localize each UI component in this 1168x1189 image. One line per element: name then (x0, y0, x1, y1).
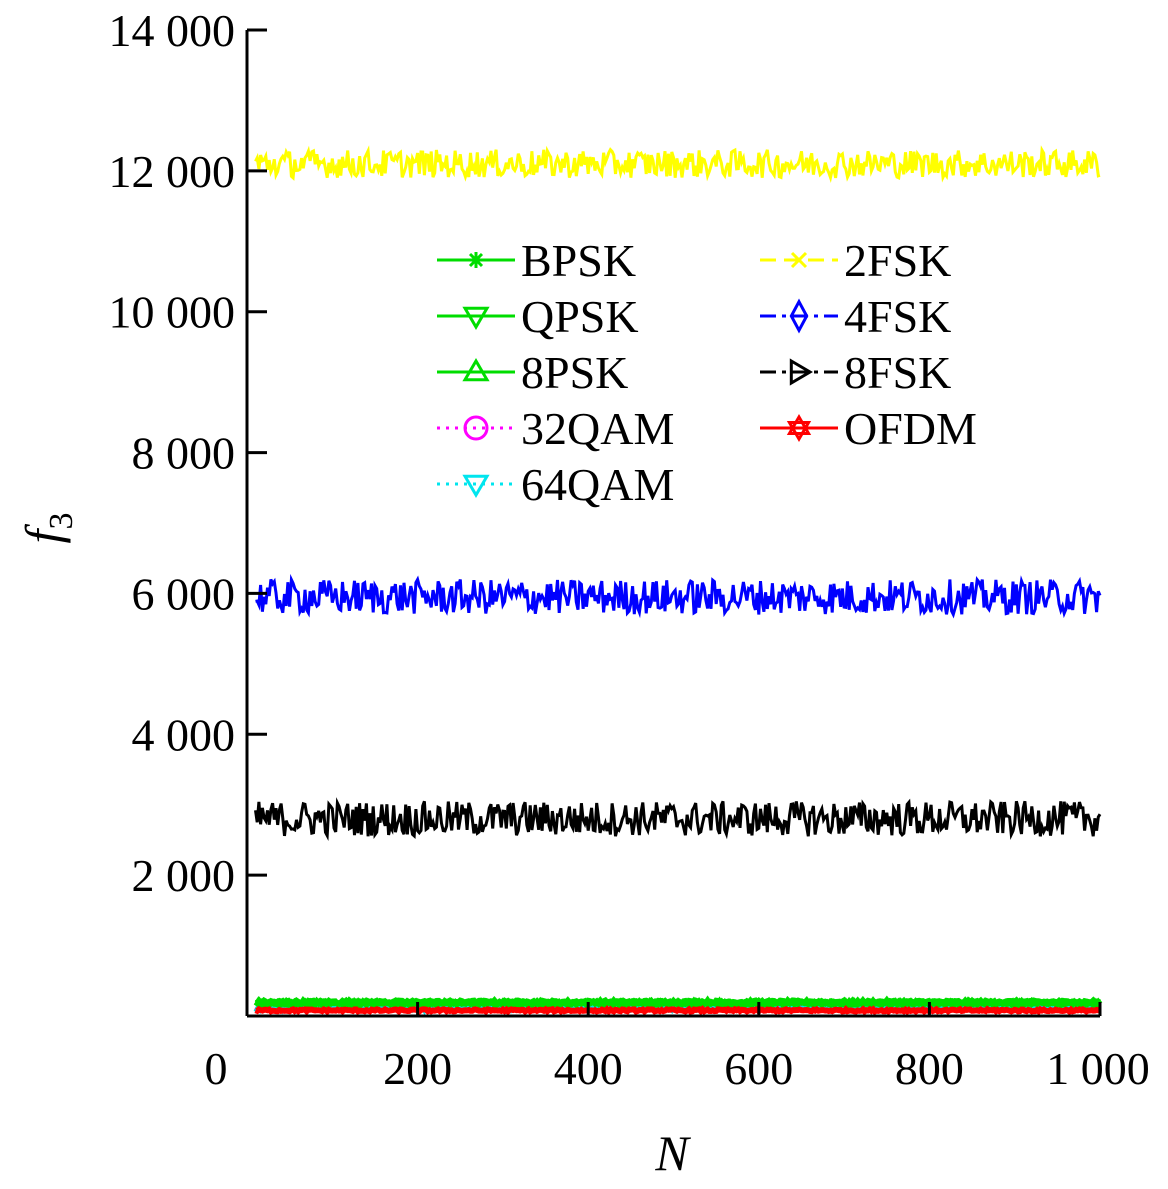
y-axis-title: f3 (15, 513, 80, 544)
x-tick-label: 200 (383, 1043, 452, 1094)
y-tick-label: 6 000 (132, 568, 236, 619)
legend-marker (789, 298, 809, 334)
legend-item-32qam: 32QAM (437, 403, 674, 454)
series-line-8fsk (254, 797, 1102, 841)
series-ofdm (254, 1005, 1102, 1016)
series-8fsk (254, 797, 1102, 841)
legend-label: 4FSK (844, 291, 951, 342)
legend-marker (462, 474, 490, 498)
y-tick-label: 14 000 (109, 5, 236, 56)
series-line-2fsk (254, 145, 1101, 183)
y-tick-label: 4 000 (132, 709, 236, 760)
series-4fsk (255, 573, 1102, 619)
legend-label: 32QAM (521, 403, 674, 454)
legend-marker (789, 358, 813, 386)
legend-label: OFDM (844, 403, 977, 454)
series-layer (253, 145, 1103, 1016)
series-line-8psk (254, 996, 1103, 1010)
legend-item-8fsk: 8FSK (760, 347, 951, 398)
legend-marker (462, 358, 490, 382)
y-axis-title-subscript: 3 (43, 513, 80, 530)
x-tick-label: 400 (554, 1043, 623, 1094)
legend-marker (790, 251, 808, 269)
legend-item-2fsk: 2FSK (760, 235, 951, 286)
x-tick-label: 1 000 (1046, 1043, 1150, 1094)
series-line-ofdm (254, 1005, 1102, 1016)
y-tick-label: 2 000 (132, 850, 236, 901)
legend-item-ofdm: OFDM (760, 403, 977, 454)
legend-marker (786, 414, 812, 442)
axes (245, 30, 1100, 1018)
legend-label: 64QAM (521, 459, 674, 510)
legend-marker (468, 252, 484, 268)
legend-marker (463, 415, 489, 441)
legend-item-qpsk: QPSK (437, 291, 639, 342)
legend-item-8psk: 8PSK (437, 347, 628, 398)
legend-label: BPSK (521, 235, 636, 286)
legend-item-4fsk: 4FSK (760, 291, 951, 342)
x-tick-label: 800 (895, 1043, 964, 1094)
y-tick-label: 12 000 (109, 146, 236, 197)
legend-item-64qam: 64QAM (437, 459, 674, 510)
series-8psk (254, 996, 1103, 1010)
legend-item-bpsk: BPSK (437, 235, 636, 286)
x-tick-label: 600 (724, 1043, 793, 1094)
y-tick-label: 10 000 (109, 287, 236, 338)
legend-label: QPSK (521, 291, 639, 342)
legend-marker (462, 306, 490, 330)
y-tick-label: 8 000 (132, 428, 236, 479)
legend-label: 8PSK (521, 347, 628, 398)
x-axis-title: N (654, 1125, 691, 1181)
series-2fsk (254, 145, 1101, 183)
legend-label: 8FSK (844, 347, 951, 398)
legend-label: 2FSK (844, 235, 951, 286)
ticks: 0 200 400 600 800 1 000 2 000 4 000 6 000 8 000 10… (109, 5, 1150, 1094)
x-tick-label: 0 (205, 1043, 228, 1094)
series-line-4fsk (255, 573, 1102, 619)
